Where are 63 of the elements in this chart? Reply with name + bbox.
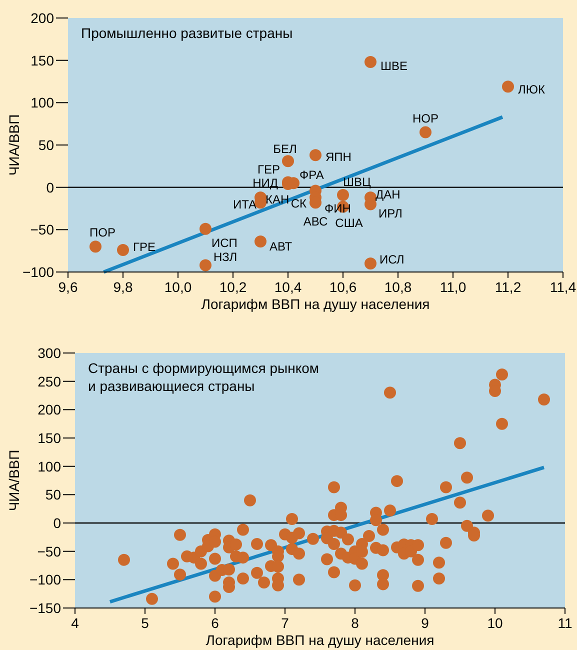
x-tick-label: 11,0 <box>440 279 466 295</box>
y-tick-label: −50 <box>37 543 62 560</box>
x-tick-label: 11 <box>558 615 572 631</box>
data-label: АВТ <box>270 240 293 254</box>
data-label: КАН <box>266 192 290 207</box>
x-tick-label: 4 <box>71 615 80 631</box>
data-label: ИСП <box>212 236 238 250</box>
y-tick-label: −100 <box>22 264 54 280</box>
y-tick-label: −150 <box>29 600 62 616</box>
data-label: ЛЮК <box>518 82 545 97</box>
x-tick-label: 9 <box>421 615 430 631</box>
x-tick-label: 7 <box>281 615 290 631</box>
data-label: ГРЕ <box>133 240 156 254</box>
x-tick-label: 5 <box>141 615 150 631</box>
data-label: АВС <box>303 214 328 229</box>
y-tick-label: 250 <box>38 373 62 390</box>
data-label: ШВЕ <box>380 59 408 74</box>
y-tick-label: −100 <box>29 572 62 588</box>
data-label: ПОР <box>90 226 116 240</box>
y-axis-title: ЧИА/ВВП <box>6 450 22 512</box>
x-tick-label: 10,2 <box>219 279 247 295</box>
data-label: ГЕР <box>257 162 280 176</box>
y-tick-label: 50 <box>38 137 54 153</box>
x-tick-label: 10,6 <box>329 279 357 295</box>
x-tick-label: 11,2 <box>494 279 522 295</box>
x-tick-label: 9,8 <box>113 279 133 295</box>
y-tick-label: 150 <box>38 430 62 446</box>
data-label: ИСЛ <box>380 252 404 267</box>
data-label: ШВЦ <box>343 174 371 189</box>
y-tick-label: 200 <box>30 10 54 26</box>
x-tick-label: 6 <box>211 615 220 631</box>
x-tick-label: 10,8 <box>384 279 412 295</box>
data-label: ИТА <box>232 197 256 212</box>
x-tick-label: 10,4 <box>274 279 302 295</box>
y-tick-label: 50 <box>45 486 62 503</box>
x-tick-label: 8 <box>351 615 360 631</box>
x-tick-label: 10,0 <box>164 279 192 295</box>
y-tick-label: 150 <box>30 52 54 68</box>
data-label: ИРЛ <box>378 206 402 220</box>
data-label: НИД <box>252 176 278 190</box>
data-label: ФРА <box>300 168 324 182</box>
y-tick-label: 300 <box>38 345 62 361</box>
data-label: СК <box>290 196 307 211</box>
y-tick-label: −50 <box>30 222 54 238</box>
data-label: БЕЛ <box>273 142 297 156</box>
y-tick-label: 100 <box>30 94 54 111</box>
x-tick-label: 10 <box>487 615 503 631</box>
x-tick-label: 11,4 <box>550 279 576 295</box>
y-tick-label: 0 <box>46 179 54 196</box>
text: Промышленно развитые страны <box>81 25 293 41</box>
text: Страны с формирующимся рынком и развивающиеся страны <box>88 360 320 394</box>
data-label: США <box>335 216 363 230</box>
data-label: НОР <box>412 111 439 126</box>
y-tick-label: 200 <box>38 402 62 418</box>
x-axis-title: Логарифм ВВП на душу населения <box>206 632 434 648</box>
y-axis-title: ЧИА/ВВП <box>6 114 22 176</box>
x-tick-label: 9,6 <box>58 279 78 295</box>
y-tick-label: 0 <box>53 515 62 531</box>
data-label: НЗЛ <box>214 250 238 264</box>
y-tick-label: 100 <box>38 458 62 474</box>
x-axis-title: Логарифм ВВП на душу населения <box>201 296 430 312</box>
data-label: ЯПН <box>326 150 352 164</box>
data-label: ДАН <box>376 187 400 202</box>
